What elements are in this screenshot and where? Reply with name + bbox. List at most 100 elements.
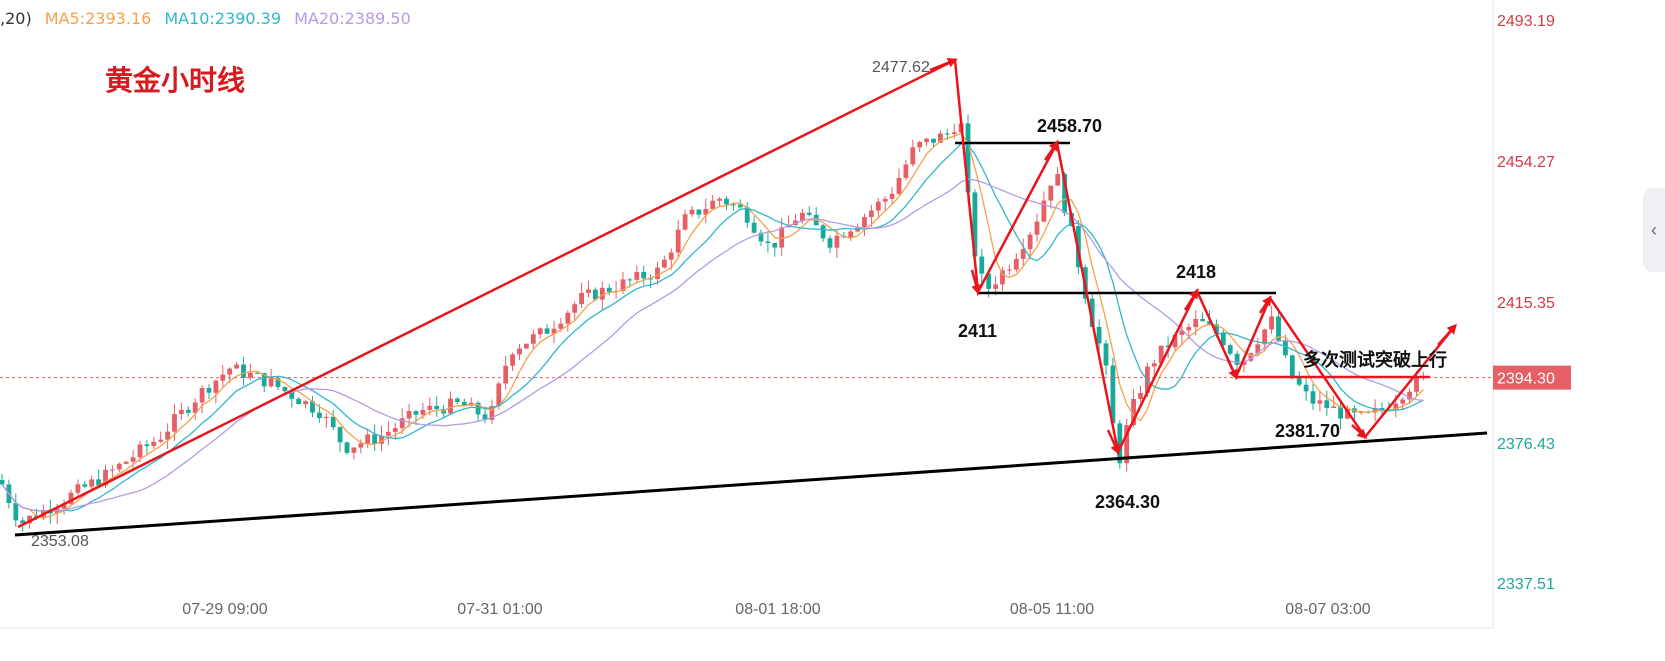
candle	[510, 352, 515, 372]
x-tick-label: 08-01 18:00	[735, 601, 821, 618]
candle	[1200, 312, 1205, 322]
candle	[461, 398, 467, 406]
candle	[1303, 377, 1309, 401]
candle	[662, 255, 667, 269]
candle	[13, 493, 19, 527]
candle	[593, 287, 598, 302]
candle	[372, 424, 377, 451]
label-breakout-note: 多次测试突破上行	[1303, 349, 1447, 371]
candle	[351, 447, 357, 460]
candle	[1096, 319, 1102, 351]
candle	[724, 196, 729, 211]
candle	[303, 400, 308, 409]
candle	[1269, 306, 1274, 334]
candle	[330, 409, 336, 431]
candle	[344, 441, 350, 455]
candle	[392, 422, 398, 440]
candle	[1048, 185, 1054, 209]
candle	[1248, 352, 1254, 363]
wave-arrowhead	[1226, 359, 1238, 380]
candle	[696, 209, 702, 219]
x-tick-label: 08-07 03:00	[1285, 601, 1371, 618]
candle	[579, 282, 584, 309]
support-trendline	[14, 431, 1488, 537]
ma10-line	[1, 142, 1424, 512]
candle	[448, 391, 453, 416]
candle	[599, 281, 605, 311]
wave-arrowhead	[970, 269, 981, 295]
candle	[586, 280, 591, 298]
candle	[530, 329, 536, 350]
candle	[337, 426, 343, 452]
candle	[1317, 390, 1323, 412]
candle	[179, 402, 184, 421]
legend-ma5: MA5:2393.16	[44, 9, 152, 28]
axis-labels: 2493.19 2454.27 2415.35 2376.43 2337.51 2394.…	[182, 13, 1571, 618]
candle	[758, 229, 764, 247]
candle	[834, 230, 840, 258]
candle	[606, 284, 612, 296]
candle	[675, 219, 681, 258]
moving-averages	[1, 132, 1424, 519]
candle	[1124, 418, 1130, 472]
candle	[1324, 390, 1330, 416]
candle	[668, 248, 674, 270]
wave-arrowhead	[1351, 424, 1368, 440]
candle	[572, 301, 578, 320]
candle	[613, 281, 619, 299]
candles	[0, 114, 1426, 532]
candle	[1007, 264, 1012, 275]
candle	[234, 361, 239, 369]
y-tick-label: 2376.43	[1497, 436, 1555, 453]
candle	[358, 439, 364, 454]
candle	[1400, 397, 1406, 411]
candle	[241, 356, 246, 386]
candle	[1000, 266, 1005, 292]
candle	[544, 324, 550, 335]
candle	[261, 372, 267, 393]
candle	[116, 462, 122, 472]
candle	[1138, 385, 1143, 403]
candle	[641, 265, 647, 285]
candle	[123, 460, 129, 465]
candle	[68, 489, 74, 506]
candle	[475, 400, 481, 422]
candle	[1338, 399, 1343, 430]
candle	[1013, 253, 1019, 273]
candle	[1034, 213, 1040, 242]
ma20-line	[1, 178, 1424, 512]
label-2458-70: 2458.70	[1037, 116, 1102, 136]
candle	[524, 343, 529, 350]
legend-prefix: ,20)	[0, 9, 32, 28]
candle	[1289, 354, 1295, 380]
label-2418: 2418	[1176, 262, 1216, 282]
candle	[551, 320, 557, 343]
candle	[110, 465, 115, 479]
candle	[455, 396, 460, 405]
candle	[220, 365, 226, 387]
candle	[406, 404, 412, 428]
candle	[158, 431, 164, 444]
legend-ma20: MA20:2389.50	[294, 9, 411, 28]
candle	[820, 224, 826, 242]
candle	[710, 194, 716, 210]
candle	[75, 479, 81, 496]
candle	[806, 206, 812, 217]
candle	[744, 202, 750, 228]
candle	[772, 242, 778, 257]
trend-lines	[14, 57, 1488, 537]
wave-arrowhead	[1043, 140, 1059, 161]
candle	[386, 421, 391, 446]
candle	[1117, 419, 1123, 469]
label-low: 2353.08	[31, 533, 89, 550]
panel-collapse-button[interactable]: ‹	[1643, 188, 1665, 272]
candle	[434, 396, 440, 417]
candle	[979, 249, 985, 283]
candle	[144, 439, 150, 456]
candle	[717, 196, 722, 207]
candle	[0, 473, 5, 486]
candle	[896, 168, 902, 196]
x-tick-label: 08-05 11:00	[1010, 601, 1094, 618]
